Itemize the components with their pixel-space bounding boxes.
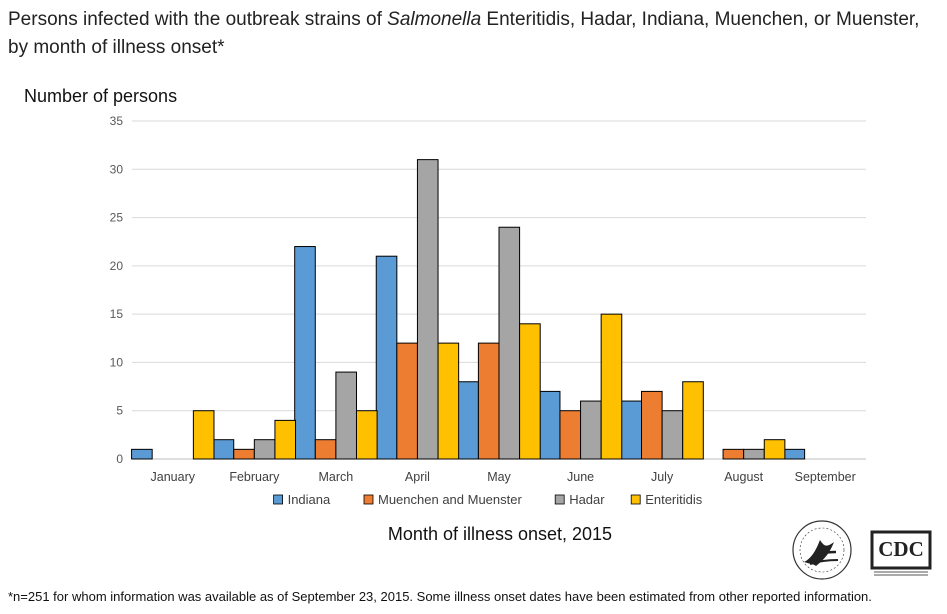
x-tick-label: March [319, 470, 354, 484]
legend-label: Indiana [288, 492, 331, 507]
x-tick-label: July [651, 470, 674, 484]
x-tick-label: April [405, 470, 430, 484]
y-tick-label: 15 [110, 307, 124, 321]
bar [253, 439, 276, 460]
x-tick-label: January [151, 470, 196, 484]
legend-label: Muenchen and Muenster [378, 492, 522, 507]
bar [233, 448, 255, 460]
y-tick-label: 5 [116, 404, 123, 418]
y-tick-label: 20 [110, 259, 124, 273]
bar [335, 371, 357, 460]
bar [437, 342, 460, 460]
y-tick-label: 10 [110, 355, 124, 369]
bar [722, 448, 745, 460]
y-tick-label: 0 [116, 452, 123, 466]
legend-swatch [554, 494, 565, 505]
legend-swatch [273, 494, 284, 505]
bar [580, 400, 602, 460]
legend-label: Hadar [569, 492, 605, 507]
footnote: *n=251 for whom information was availabl… [8, 589, 872, 604]
bar [192, 410, 215, 460]
x-tick-label: February [229, 470, 280, 484]
hhs-eagle-seal-icon [792, 520, 852, 580]
bar [519, 323, 541, 460]
bar [641, 390, 663, 460]
bar [743, 448, 765, 460]
logos: CDC [786, 518, 946, 587]
bar [416, 159, 439, 460]
bar [559, 410, 582, 460]
bar [661, 410, 684, 460]
title-part-1: Persons infected with the outbreak strai… [8, 9, 388, 30]
bar [600, 313, 623, 460]
chart-title: Persons infected with the outbreak strai… [8, 6, 938, 62]
legend-swatch [630, 494, 641, 505]
legend-label: Enteritidis [645, 492, 703, 507]
bar [457, 381, 479, 460]
bar [498, 226, 521, 460]
y-tick-label: 35 [110, 114, 124, 128]
bar [783, 448, 806, 460]
bar [274, 419, 297, 460]
cdc-logo-text: CDC [878, 537, 924, 561]
title-italic-genus: Salmonella [387, 9, 482, 30]
bar [314, 439, 337, 460]
bar [682, 381, 704, 460]
bar [375, 255, 398, 460]
x-tick-label: September [795, 470, 856, 484]
bar [131, 448, 153, 460]
x-tick-label: May [487, 470, 511, 484]
title-part-2: Enteritidis, Hadar, Indiana, Muenchen, o… [8, 9, 920, 58]
legend-swatch [363, 494, 374, 505]
y-tick-label: 30 [110, 162, 124, 176]
x-tick-label: August [724, 470, 763, 484]
bar [538, 390, 561, 460]
y-axis-label: Number of persons [24, 86, 178, 106]
x-axis-label: Month of illness onset, 2015 [387, 524, 613, 544]
bar [212, 439, 235, 460]
bar [396, 342, 418, 460]
cdc-logo-icon: CDC [870, 530, 932, 576]
y-tick-label: 25 [110, 211, 124, 225]
bar [294, 246, 316, 460]
bar [763, 439, 786, 460]
bar [355, 410, 378, 460]
x-tick-label: June [567, 470, 594, 484]
bar [620, 400, 643, 460]
bar [477, 342, 500, 460]
